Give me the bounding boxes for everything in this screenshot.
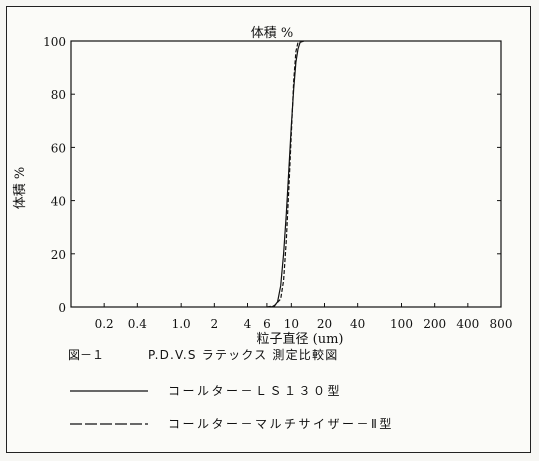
y-axis-label: 体積 % <box>13 167 28 210</box>
plot-area <box>70 40 502 308</box>
series-line-ls130 <box>270 40 305 308</box>
x-axis-label: 粒子直径 (um) <box>257 332 344 347</box>
y-tick-label: 80 <box>51 88 66 102</box>
x-tick-label: 4 <box>244 317 252 331</box>
series-line-multisizer <box>266 40 301 308</box>
x-tick-label: 0.4 <box>128 317 147 331</box>
chart-title: 体積 % <box>251 26 294 41</box>
x-tick-label: 0.2 <box>95 317 114 331</box>
figure-title: P.D.V.S ラテックス 測定比較図 <box>148 347 338 362</box>
x-tick-label: 1.0 <box>172 317 191 331</box>
x-tick-label: 100 <box>390 317 413 331</box>
y-tick-label: 40 <box>51 195 66 209</box>
y-tick-label: 100 <box>43 35 66 49</box>
y-tick-label: 20 <box>51 248 66 262</box>
x-tick-label: 200 <box>423 317 446 331</box>
y-tick-label: 60 <box>51 141 66 155</box>
x-tick-label: 6 <box>263 317 271 331</box>
figure-frame <box>6 6 531 453</box>
legend-solid-label: コールター－ＬＳ１３０型 <box>168 384 342 398</box>
y-tick-label: 0 <box>58 301 66 315</box>
x-tick-label: 400 <box>456 317 479 331</box>
x-tick-label: 800 <box>490 317 513 331</box>
x-tick-label: 40 <box>350 317 365 331</box>
legend-dashed-label: コールター－マルチサイザー－Ⅱ型 <box>168 417 394 431</box>
x-tick-label: 2 <box>211 317 219 331</box>
figure-label: 図－１ <box>68 348 104 362</box>
x-tick-label: 20 <box>317 317 332 331</box>
x-tick-label: 10 <box>284 317 299 331</box>
